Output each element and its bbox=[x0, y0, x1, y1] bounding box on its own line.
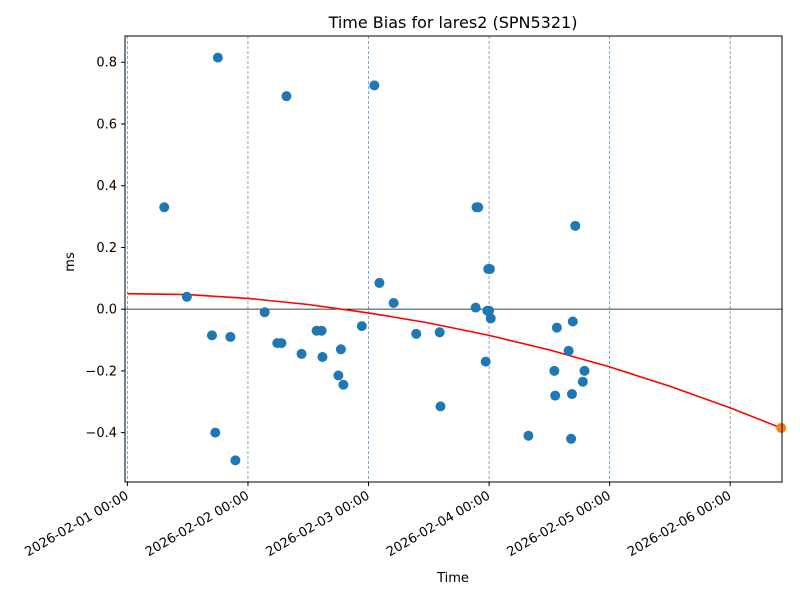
data-point bbox=[579, 365, 590, 376]
data-point bbox=[317, 351, 328, 362]
y-tick-label: −0.4 bbox=[85, 426, 117, 441]
data-point bbox=[206, 330, 217, 341]
data-point bbox=[281, 91, 292, 102]
data-point bbox=[550, 390, 561, 401]
prediction-point bbox=[776, 422, 787, 433]
data-point bbox=[484, 305, 495, 316]
y-tick-label: 0.8 bbox=[96, 56, 117, 71]
data-point bbox=[296, 348, 307, 359]
gridlines bbox=[127, 36, 731, 482]
data-point bbox=[473, 202, 484, 213]
data-point bbox=[212, 52, 223, 63]
data-point bbox=[435, 401, 446, 412]
data-point bbox=[159, 202, 170, 213]
data-point bbox=[356, 321, 367, 332]
y-tick-label: 0.2 bbox=[96, 241, 117, 256]
x-tick-label: 2026-02-03 00:00 bbox=[264, 488, 373, 560]
x-axis-ticks: 2026-02-01 00:00 2026-02-02 00:00 2026-02-… bbox=[22, 482, 734, 560]
data-point bbox=[210, 427, 221, 438]
chart-title: Time Bias for lares2 (SPN5321) bbox=[328, 13, 578, 32]
data-point bbox=[276, 338, 287, 349]
data-point bbox=[434, 327, 445, 338]
data-point bbox=[335, 344, 346, 355]
plot-frame bbox=[124, 35, 783, 483]
data-point bbox=[316, 325, 327, 336]
data-points bbox=[159, 52, 590, 466]
data-point bbox=[523, 430, 534, 441]
data-point bbox=[230, 455, 241, 466]
data-point bbox=[577, 376, 588, 387]
data-point bbox=[181, 291, 192, 302]
data-point bbox=[470, 302, 481, 313]
data-point bbox=[480, 356, 491, 367]
data-point bbox=[338, 379, 349, 390]
data-point bbox=[225, 331, 236, 342]
data-point bbox=[563, 345, 574, 356]
data-point bbox=[566, 389, 577, 400]
data-point bbox=[485, 313, 496, 324]
data-point bbox=[566, 433, 577, 444]
y-axis-label: ms bbox=[63, 252, 78, 272]
y-tick-label: 0.6 bbox=[96, 117, 117, 132]
y-axis-ticks: −0.4 −0.2 0.0 0.2 0.4 0.6 0.8 bbox=[85, 56, 125, 441]
data-point bbox=[333, 370, 344, 381]
data-point bbox=[570, 220, 581, 231]
data-point bbox=[411, 328, 422, 339]
fit-curve-line bbox=[127, 292, 782, 429]
y-tick-label: 0.4 bbox=[96, 179, 117, 194]
data-point bbox=[484, 264, 495, 275]
x-axis-label: Time bbox=[436, 571, 469, 586]
x-tick-label: 2026-02-04 00:00 bbox=[384, 488, 493, 560]
data-point bbox=[388, 297, 399, 308]
y-tick-label: −0.2 bbox=[85, 364, 117, 379]
y-tick-label: 0.0 bbox=[96, 303, 117, 318]
data-point bbox=[567, 316, 578, 327]
x-tick-label: 2026-02-01 00:00 bbox=[22, 488, 131, 560]
data-point bbox=[369, 80, 380, 91]
data-point bbox=[549, 365, 560, 376]
x-tick-label: 2026-02-06 00:00 bbox=[625, 488, 734, 560]
data-point bbox=[374, 277, 385, 288]
data-point bbox=[259, 307, 270, 318]
x-tick-label: 2026-02-05 00:00 bbox=[505, 488, 614, 560]
x-tick-label: 2026-02-02 00:00 bbox=[143, 488, 252, 560]
data-point bbox=[551, 322, 562, 333]
